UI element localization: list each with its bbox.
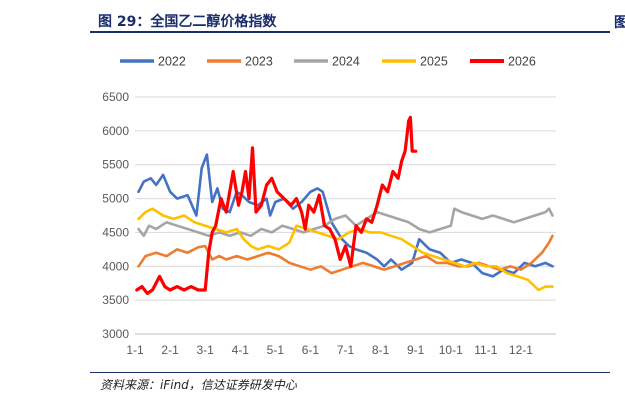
- legend-label-2024: 2024: [332, 55, 360, 69]
- series-line-2024: [137, 207, 554, 238]
- legend-label-2025: 2025: [420, 55, 448, 69]
- legend-item-2025: 2025: [382, 55, 448, 69]
- series-line-2026: [135, 115, 418, 295]
- legend: 2022 2023 2024 2025 2026: [120, 55, 536, 69]
- title-rule: [90, 31, 610, 33]
- legend-item-2023: 2023: [207, 55, 273, 69]
- figure-title: 图 29：全国乙二醇价格指数: [98, 14, 277, 30]
- x-tick-label-11-1: 11-1: [474, 343, 497, 357]
- legend-label-2023: 2023: [245, 55, 273, 69]
- x-tick-label-1-1: 1-1: [126, 343, 144, 357]
- source-rule: [90, 372, 610, 373]
- y-tick-label-5500: 5500: [102, 158, 129, 172]
- y-tick-label-6500: 6500: [102, 90, 129, 104]
- x-tick-label-12-1: 12-1: [509, 343, 533, 357]
- y-tick-label-6000: 6000: [102, 124, 129, 138]
- y-tick-label-5000: 5000: [102, 192, 129, 206]
- series-lines: [135, 115, 554, 295]
- legend-label-2026: 2026: [508, 55, 536, 69]
- cropped-next-figure-glyph: 图: [614, 15, 625, 31]
- x-tick-label-3-1: 3-1: [196, 343, 214, 357]
- x-tick-label-8-1: 8-1: [372, 343, 390, 357]
- axes: 3000 3500 4000 4500 5000 5500 6000 6500 1-1 2-1 3-…: [102, 90, 556, 357]
- y-tick-label-3500: 3500: [102, 293, 129, 307]
- x-tick-label-6-1: 6-1: [302, 343, 320, 357]
- series-line-2025: [137, 207, 554, 292]
- legend-item-2024: 2024: [294, 55, 360, 69]
- figure-title-bar: 图 29：全国乙二醇价格指数: [90, 9, 610, 33]
- x-tick-label-2-1: 2-1: [161, 343, 179, 357]
- line-chart: 3000 3500 4000 4500 5000 5500 6000 6500 1-1 2-1 3-…: [102, 55, 556, 357]
- y-tick-label-4500: 4500: [102, 225, 129, 239]
- x-tick-label-10-1: 10-1: [439, 343, 463, 357]
- x-tick-label-7-1: 7-1: [337, 343, 355, 357]
- x-tick-label-4-1: 4-1: [232, 343, 250, 357]
- legend-label-2022: 2022: [158, 55, 186, 69]
- source-note: 资料来源：iFind，信达证券研发中心: [100, 378, 297, 392]
- legend-item-2022: 2022: [120, 55, 186, 69]
- x-tick-label-9-1: 9-1: [407, 343, 425, 357]
- y-tick-label-4000: 4000: [102, 259, 129, 273]
- y-tick-label-3000: 3000: [102, 327, 129, 341]
- legend-item-2026: 2026: [470, 55, 536, 69]
- x-tick-label-5-1: 5-1: [267, 343, 285, 357]
- series-line-2022: [137, 153, 554, 278]
